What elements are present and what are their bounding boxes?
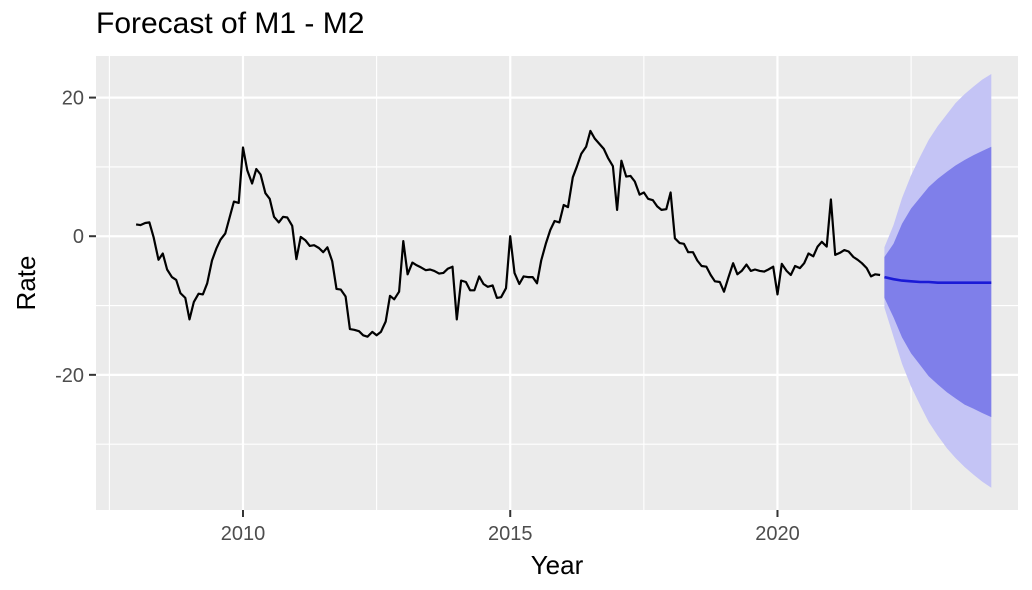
x-tick-label: 2020 [755, 523, 800, 545]
minor-gridlines [96, 56, 1018, 510]
x-tick-label: 2010 [221, 523, 266, 545]
forecast-mean-line [884, 275, 992, 284]
history-series-line [135, 129, 881, 338]
y-axis-title: Rate [11, 256, 41, 311]
plot-panel [96, 56, 1018, 510]
y-tick-label: 20 [62, 88, 84, 110]
y-tick-label: 0 [73, 226, 84, 248]
x-axis: 2010 2015 2020 [221, 510, 800, 545]
y-axis: 20 0 -20 [55, 88, 96, 387]
x-tick-label: 2015 [488, 523, 533, 545]
y-tick-label: -20 [55, 365, 84, 387]
chart-title: Forecast of M1 - M2 [96, 7, 364, 40]
x-axis-title: Year [531, 550, 584, 580]
major-gridlines [96, 56, 1018, 510]
